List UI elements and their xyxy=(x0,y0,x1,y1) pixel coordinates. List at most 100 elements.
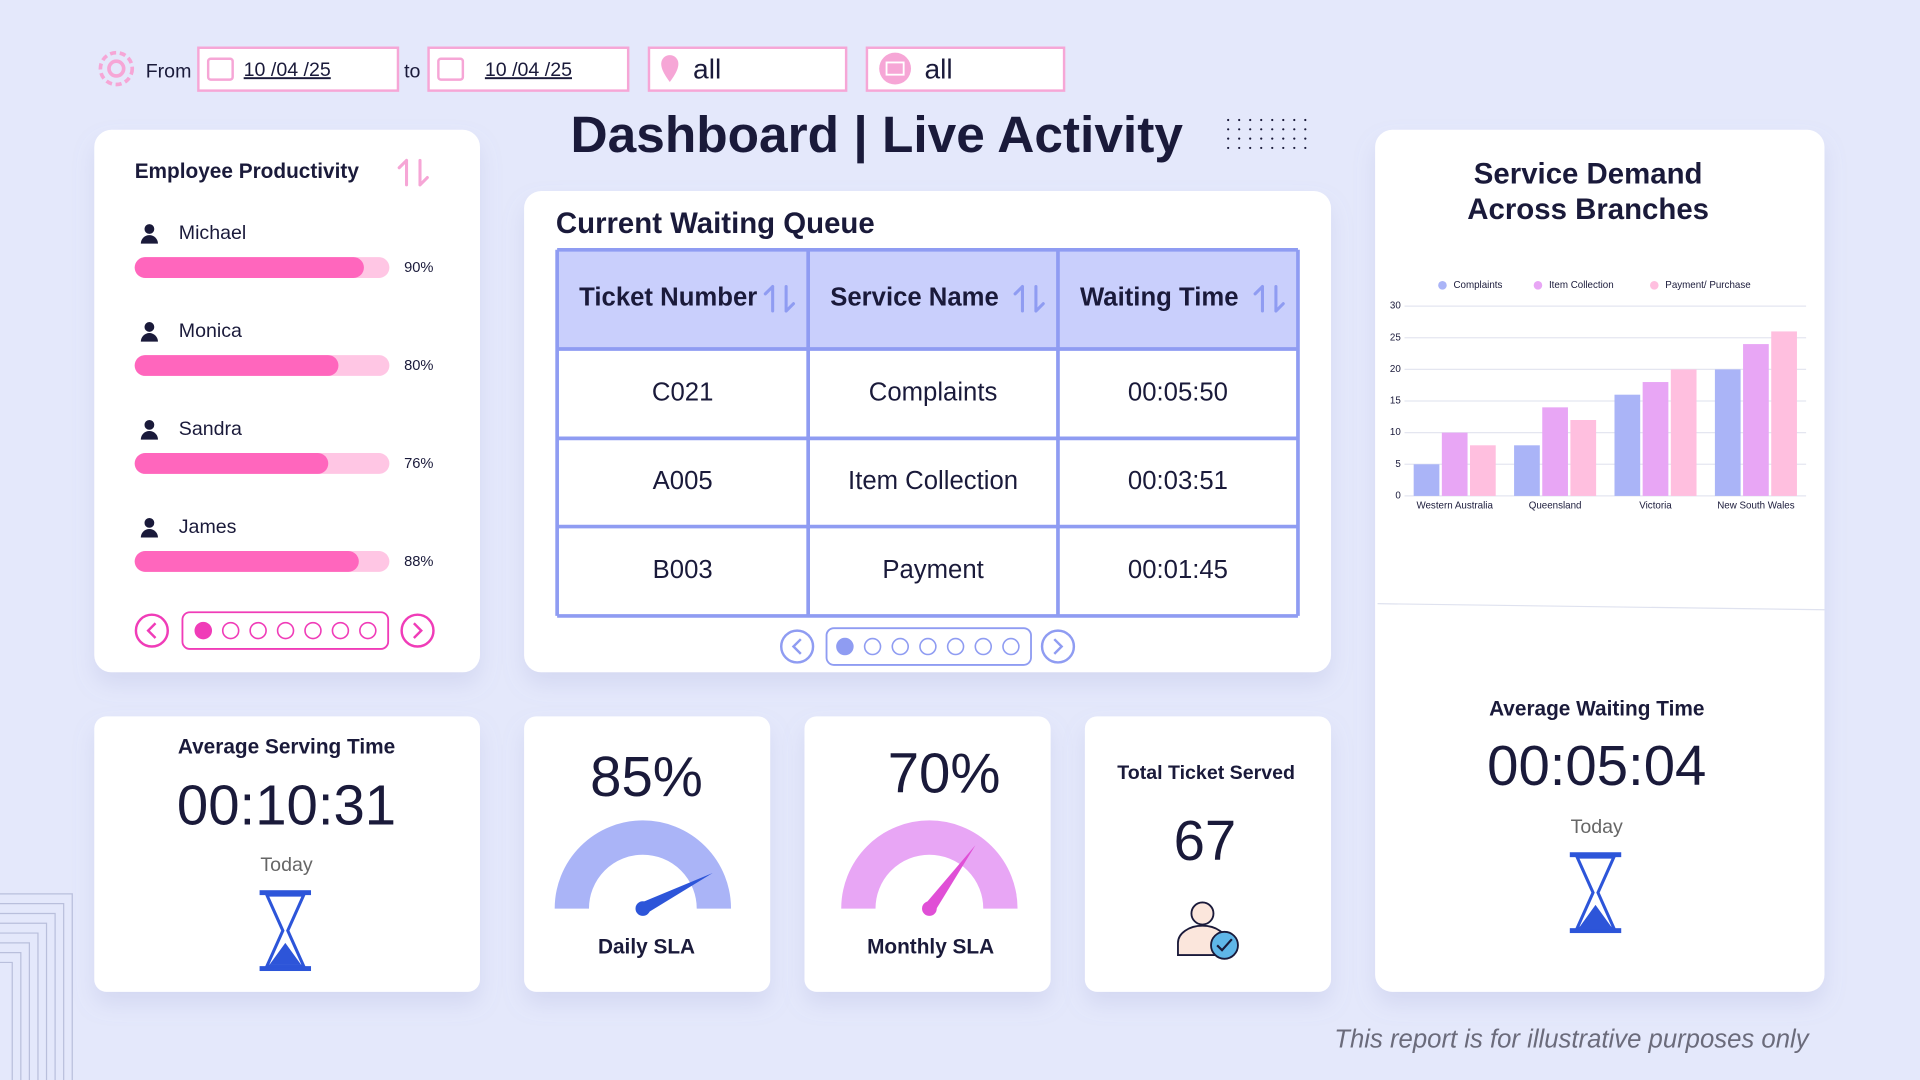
queue-pagination xyxy=(780,627,1076,666)
waiting-title: Average Waiting Time xyxy=(1489,698,1704,721)
gauge-arc xyxy=(841,820,1018,910)
dot xyxy=(1238,118,1241,122)
employee-name: Michael xyxy=(179,222,246,244)
monthly-sla-label: Monthly SLA xyxy=(867,935,994,958)
page-dot[interactable] xyxy=(276,621,295,640)
next-button[interactable] xyxy=(1040,629,1076,664)
prev-button[interactable] xyxy=(134,613,169,648)
dot xyxy=(1282,146,1285,150)
hourglass-glass xyxy=(264,893,307,968)
sort-icon[interactable] xyxy=(763,285,795,313)
hourglass-sand xyxy=(269,942,302,965)
dot xyxy=(1282,128,1285,131)
total-value: 67 xyxy=(1174,809,1237,872)
calendar-icon xyxy=(437,57,465,81)
y-tick-label: 0 xyxy=(1395,491,1401,502)
dot xyxy=(1227,137,1230,140)
divider xyxy=(1377,603,1825,611)
footer-note: This report is for illustrative purposes… xyxy=(1334,1026,1810,1054)
location-select[interactable] xyxy=(647,46,848,92)
column-header: Waiting Time xyxy=(1080,284,1239,312)
hourglass-sand xyxy=(1579,904,1612,927)
page-dot[interactable] xyxy=(919,637,937,656)
dot-grid xyxy=(1227,118,1307,150)
value-label: 90% xyxy=(404,260,433,276)
table-cell: Complaints xyxy=(869,378,998,406)
legend-swatch xyxy=(1438,281,1447,290)
person-icon-head xyxy=(144,224,155,234)
gauge-needle xyxy=(924,845,976,913)
serving-period: Today xyxy=(260,854,312,876)
bar xyxy=(1413,464,1440,496)
page-dot[interactable] xyxy=(946,637,965,656)
next-arrow xyxy=(413,622,423,639)
dot xyxy=(1304,128,1307,131)
bar xyxy=(1441,432,1468,496)
gauge-hub xyxy=(635,901,651,916)
x-tick-label: Victoria xyxy=(1639,500,1672,511)
y-tick-label: 5 xyxy=(1395,459,1401,470)
bar-chart: 0 5 10 15 20 25 30 Complaints Item Collection Pay… xyxy=(1390,280,1807,511)
page-dot[interactable] xyxy=(359,621,377,640)
dot xyxy=(1282,137,1285,140)
column-header: Ticket Number xyxy=(579,284,757,312)
legend-swatch xyxy=(1650,281,1659,290)
x-tick-label: Western Australia xyxy=(1416,500,1493,511)
gear-icon[interactable] xyxy=(98,50,135,87)
page-dot[interactable] xyxy=(304,621,322,640)
table-cell: A005 xyxy=(653,467,713,495)
legend-label: Payment/ Purchase xyxy=(1665,280,1750,291)
dot xyxy=(1293,146,1296,150)
value-label: 76% xyxy=(404,456,433,472)
dot xyxy=(1282,118,1285,122)
y-tick-label: 30 xyxy=(1390,301,1401,312)
page-dot[interactable] xyxy=(891,637,910,656)
page-dot[interactable] xyxy=(331,621,350,640)
sort-icon[interactable] xyxy=(397,158,429,187)
page-dot[interactable] xyxy=(836,637,854,656)
x-tick-label: New South Wales xyxy=(1717,500,1794,511)
value-label: 88% xyxy=(404,554,433,570)
dot xyxy=(1249,118,1252,122)
legend-label: Item Collection xyxy=(1549,280,1614,291)
dot xyxy=(1238,128,1241,131)
bar xyxy=(1542,407,1568,496)
next-button[interactable] xyxy=(400,613,435,648)
person-icon-head xyxy=(144,517,155,528)
person-icon-head xyxy=(144,322,155,332)
dot xyxy=(1238,146,1241,150)
page-dot[interactable] xyxy=(974,637,993,656)
gauge-hub xyxy=(922,901,937,916)
sort-icon[interactable] xyxy=(1253,285,1285,313)
bar xyxy=(134,257,364,278)
corner-decoration xyxy=(0,893,73,1080)
gauge-needle xyxy=(640,872,713,915)
page-dot[interactable] xyxy=(1002,637,1020,656)
productivity-pagination xyxy=(134,611,435,650)
chart-title-box: Service Demand Across Branches xyxy=(1467,158,1709,227)
legend-label: Complaints xyxy=(1453,280,1502,291)
to-label: to xyxy=(404,60,420,82)
productivity-title: Employee Productivity xyxy=(135,160,360,183)
sort-icon[interactable] xyxy=(1013,285,1045,313)
productivity-card xyxy=(94,129,481,673)
total-title: Total Ticket Served xyxy=(1117,762,1295,784)
serving-card xyxy=(94,716,481,992)
prev-button[interactable] xyxy=(780,629,815,664)
to-date: 10 /04 /25 xyxy=(485,59,572,81)
page-dots-frame xyxy=(825,627,1032,666)
page-dot[interactable] xyxy=(249,621,267,640)
mail-icon xyxy=(879,52,912,85)
total-card xyxy=(1084,716,1332,992)
dot xyxy=(1249,146,1252,150)
page-dot[interactable] xyxy=(194,621,213,640)
page-dot[interactable] xyxy=(863,637,882,656)
hourglass-glass xyxy=(1574,855,1617,930)
dot xyxy=(1227,146,1230,150)
monthly-sla-value: 70% xyxy=(888,741,1001,804)
page-dot[interactable] xyxy=(221,621,240,640)
employee-name: James xyxy=(179,516,237,538)
table-cell: Item Collection xyxy=(848,467,1018,495)
